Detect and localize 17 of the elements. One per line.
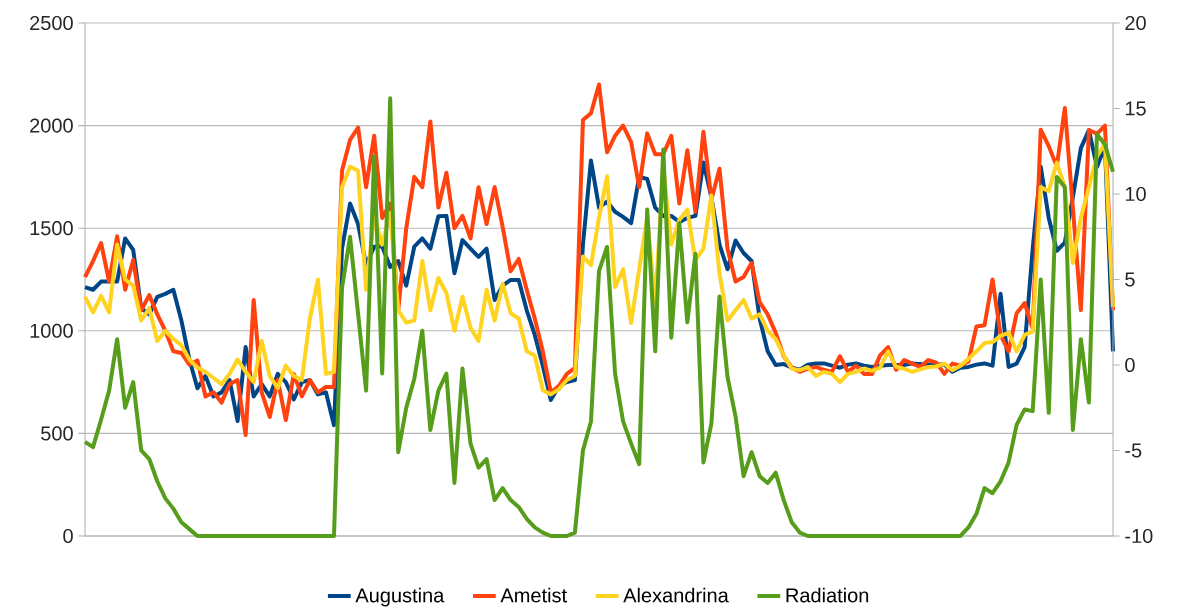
y-tick-label: 2000	[30, 118, 73, 133]
legend-label: Ametist	[500, 587, 567, 603]
legend-label: Alexandrina	[623, 587, 729, 603]
y2-tick-label: -10	[1125, 528, 1153, 544]
y2-tick-label: 0	[1125, 357, 1135, 373]
y2-tick-label: 20	[1125, 15, 1146, 31]
y2-tick-label: 10	[1125, 186, 1146, 202]
y-tick-label: 0	[63, 528, 73, 544]
legend-label: Augustina	[355, 587, 445, 607]
y-tick-label: 500	[41, 426, 73, 441]
legend-label: Radiation	[786, 587, 869, 603]
y2-tick-label: -5	[1125, 443, 1142, 458]
y2-tick-label: 15	[1125, 101, 1146, 116]
y-tick-label: 1500	[30, 221, 73, 236]
y-tick-label: 2500	[30, 15, 73, 31]
y2-tick-label: 5	[1125, 272, 1135, 287]
y-tick-label: 1000	[30, 323, 73, 338]
